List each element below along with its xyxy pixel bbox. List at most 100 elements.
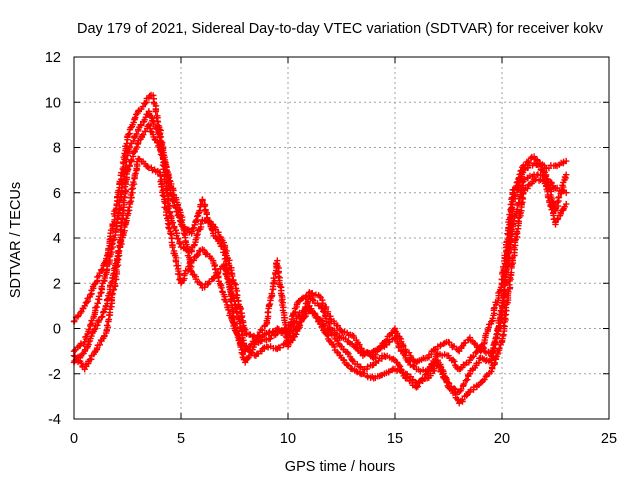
trace-point [229,272,236,280]
trace-point [250,332,258,340]
trace-point [159,192,167,199]
trace-point [272,327,280,334]
trace-point [261,331,269,338]
trace-point [71,353,79,360]
trace-point [207,221,214,229]
trace-point [222,298,230,305]
trace-point [187,267,195,274]
trace-point [230,295,237,302]
trace-point [369,373,376,380]
trace-point [236,335,243,343]
trace-point [124,134,131,141]
trace-point [208,255,215,262]
trace-point [345,338,352,345]
trace-point [199,197,206,205]
y-tick-label: 4 [53,231,61,247]
trace-point [154,125,161,133]
y-tick-label: 2 [53,276,61,292]
trace-point [486,370,493,377]
trace-point [186,259,193,267]
trace-point [93,344,101,352]
trace-point [396,363,404,370]
trace-point [172,226,179,234]
trace-point [194,213,201,220]
trace-point [193,232,200,239]
trace-point [138,132,145,140]
trace-point [334,322,341,329]
x-tick-label: 0 [70,431,78,447]
trace-point [344,349,351,356]
trace-point [561,203,568,211]
trace-point [149,117,156,124]
trace-point [414,383,421,390]
trace-point [110,234,118,242]
trace-point [470,353,477,360]
trace-point [98,283,106,290]
trace-point [173,232,180,239]
trace-point [518,200,525,207]
trace-point [519,190,527,198]
trace-point [315,302,322,309]
trace-point [265,301,273,309]
trace-point [130,178,137,186]
trace-point [562,174,569,182]
trace-point [550,201,557,208]
trace-point [555,193,563,201]
trace-point [119,177,127,184]
trace-point [230,277,237,284]
trace-point [289,330,296,337]
trace-point [463,392,470,399]
trace-point [206,218,213,226]
trace-point [524,185,531,192]
trace-point [78,359,85,367]
trace-point [91,326,98,333]
trace-point [464,376,471,383]
trace-point [80,350,87,357]
trace-point [214,269,222,276]
trace-point [560,158,567,166]
trace-point [125,131,132,138]
trace-point [356,341,363,348]
trace-point [83,298,90,306]
trace-point [489,315,496,322]
y-tick-label: 0 [53,322,61,338]
trace-point [515,218,522,225]
x-tick-label: 20 [494,431,510,447]
trace-point [79,363,86,371]
trace-point [460,380,468,388]
trace-point [155,130,163,137]
trace-point [95,293,103,300]
trace-point [393,367,401,375]
trace-point [454,346,462,354]
trace-point [133,111,140,118]
trace-point [124,152,131,159]
trace-point [347,365,354,372]
data-point [413,384,420,391]
trace-point [491,359,498,367]
trace-point [298,295,305,303]
trace-point [406,357,413,365]
series-track-c [70,121,570,407]
x-tick-label: 10 [280,431,296,447]
trace-point [143,162,150,170]
trace-point [377,344,384,352]
trace-point [411,363,418,370]
trace-point [80,340,88,348]
trace-point [465,359,473,366]
trace-point [480,344,487,352]
trace-point [99,309,107,316]
data-point [349,356,356,364]
trace-point [189,225,196,232]
trace-point [289,337,296,344]
trace-point [166,209,173,217]
trace-point [126,199,134,206]
trace-point [242,326,249,333]
trace-point [110,286,118,293]
trace-point [432,346,440,353]
trace-point [201,203,208,210]
trace-point [333,348,341,356]
trace-point [535,163,543,170]
trace-point [238,314,245,321]
trace-point [211,223,218,231]
trace-point [559,182,566,189]
